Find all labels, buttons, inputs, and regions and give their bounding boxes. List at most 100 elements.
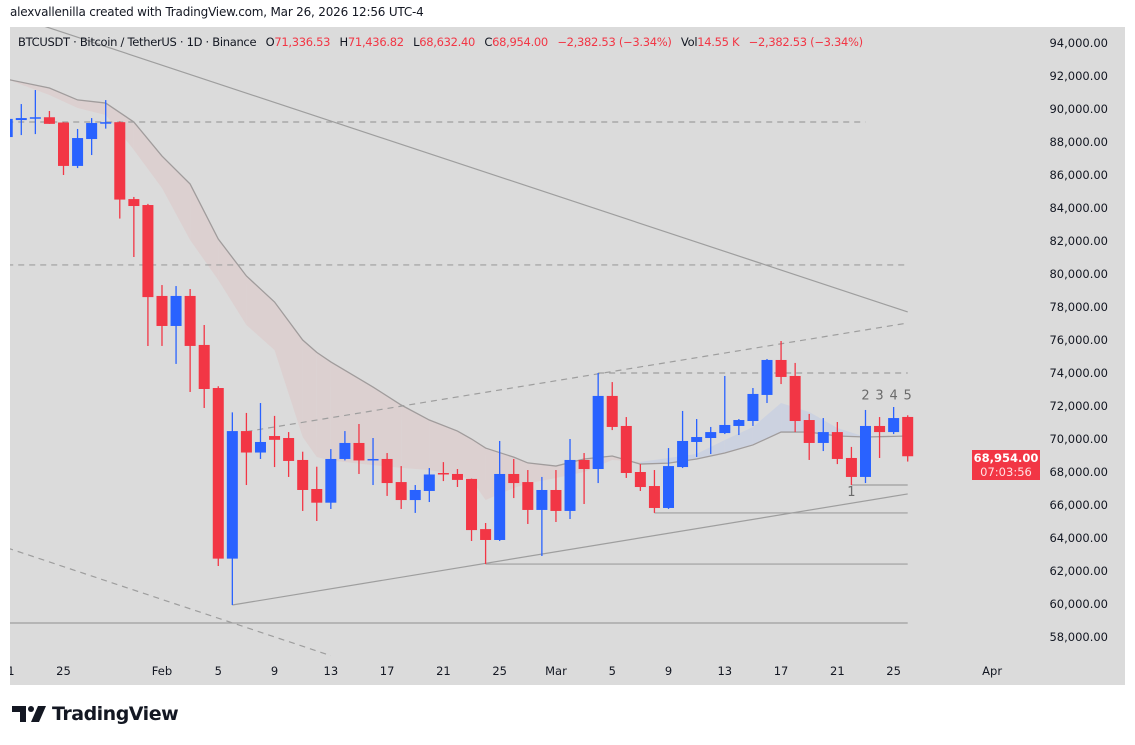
ribbon-segment [612,455,641,465]
candle-body [719,424,731,434]
candle [831,422,843,465]
candle-body [437,472,449,475]
ribbon-segment [752,403,782,445]
tradingview-logo-icon [12,706,46,722]
candle [381,453,393,496]
candle-body [466,478,478,531]
candle [859,409,871,484]
ribbon-segment [429,420,458,476]
time-axis[interactable]: 21 25 Feb 5 9 13 17 21 25 Mar 5 9 13 17 21 25 Apr [0,664,1002,678]
drawings [7,14,908,657]
time-tick-label: 21 [0,664,15,678]
candle [761,358,773,404]
candle [466,478,478,541]
candle [86,118,98,156]
candle [733,419,745,436]
candle-body [100,122,112,124]
ribbon-segment [302,340,317,457]
candle-body [888,418,900,433]
chart-pane[interactable] [10,27,1125,685]
trendline-drawing[interactable] [246,322,908,433]
candle-body [29,117,41,119]
candle-body [381,458,393,484]
price-tick-label: 70,000.00 [1049,432,1108,446]
candle [423,468,435,503]
time-tick-label: 5 [215,664,222,678]
slow-ema-line [10,79,908,467]
candle [437,462,449,482]
price-tick-label: 68,000.00 [1049,465,1108,479]
symbol-legend: BTCUSDT · Bitcoin / TetherUS · 1D · Bina… [18,35,869,49]
candle [803,413,815,460]
candle-body [634,472,646,488]
candle-body [761,359,773,395]
candle [902,415,914,462]
candle [620,417,632,478]
candle-body [648,486,660,508]
trendline-drawing[interactable] [7,14,908,313]
candle [395,466,407,509]
candle [212,386,224,567]
logo-text: TradingView [52,703,179,725]
candle-body [339,442,351,459]
candle [747,388,759,426]
candle [100,100,112,129]
price-tick-label: 66,000.00 [1049,498,1108,512]
time-tick-label: 13 [324,664,339,678]
candle-body [367,458,379,461]
candle-body [43,117,55,124]
ribbon-segment [837,427,866,438]
time-tick-label: 25 [56,664,71,678]
candle [578,453,590,505]
candle [156,285,168,346]
wave-label: 5 [904,388,912,403]
candle-body [254,441,266,453]
price-tick-label: 90,000.00 [1049,102,1108,116]
candle [29,90,41,135]
candle [775,340,787,385]
price-tick-label: 94,000.00 [1049,36,1108,50]
time-tick-label: Apr [982,664,1002,678]
price-tick-label: 92,000.00 [1049,69,1108,83]
time-tick-label: 17 [380,664,395,678]
candle [634,464,646,491]
price-axis[interactable]: 94,000.00 92,000.00 90,000.00 88,000.00 86,0… [1049,36,1108,644]
price-tick-label: 62,000.00 [1049,564,1108,578]
symbol-title[interactable]: BTCUSDT · Bitcoin / TetherUS · 1D · Bina… [18,35,257,49]
candle [15,104,27,136]
last-price: 68,954.00 [973,451,1039,465]
candle-body [578,459,590,470]
time-tick-label: 21 [830,664,845,678]
candle-body [789,375,801,422]
candle-body [142,205,154,298]
candle [170,286,182,364]
candle-body [902,416,914,457]
candle-body [803,420,815,443]
candle-body [10,118,13,138]
candle [43,110,55,124]
tradingview-logo[interactable]: TradingView [12,703,179,725]
price-tick-label: 64,000.00 [1049,531,1108,545]
price-tick-label: 84,000.00 [1049,201,1108,215]
ribbon-segment [10,79,50,95]
open-label: O [265,35,275,49]
candle [817,418,829,452]
candle-body [817,432,829,443]
price-tick-label: 82,000.00 [1049,234,1108,248]
candle-body [536,489,548,510]
candle-body [226,431,238,559]
trendline-drawing[interactable] [7,548,332,657]
candle [269,415,281,468]
volume-change-value: −2,382.53 (−3.34%) [748,35,864,49]
candle-body [663,466,675,508]
candle-body [409,489,421,501]
candle-body [86,123,98,140]
candle [58,122,69,175]
candle [508,458,520,499]
close-value: 68,954.00 [492,35,548,49]
candle [367,438,379,486]
candle [325,449,337,509]
candle [789,362,801,433]
candle [663,448,675,509]
